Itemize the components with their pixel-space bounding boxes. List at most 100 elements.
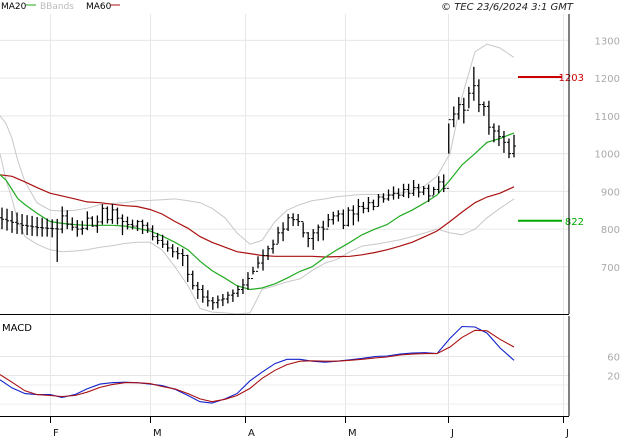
ohlc-bar [85, 211, 90, 231]
ohlc-bar [451, 106, 456, 128]
ohlc-bar [411, 180, 416, 196]
ohlc-bar [95, 215, 100, 233]
ohlc-bar [421, 186, 426, 196]
legend-ma60: MA60 [86, 2, 112, 12]
macd-y-tick: 60 [607, 352, 620, 363]
ohlc-bar [491, 123, 496, 143]
macd-series-line [0, 325, 515, 404]
macd-grid [0, 316, 569, 416]
ohlc-bar [456, 97, 461, 120]
price-y-tick: 1200 [595, 74, 620, 85]
ohlc-bar [486, 100, 491, 135]
ohlc-bar [506, 138, 511, 159]
ohlc-bar [235, 285, 240, 298]
price-y-tick: 800 [601, 225, 620, 236]
ohlc-bar [45, 218, 50, 237]
ohlc-bar [5, 208, 10, 231]
ohlc-bar [436, 176, 441, 194]
ohlc-bar [135, 220, 140, 231]
ohlc-bar [476, 79, 481, 113]
reference-lines: 1203 822 [518, 73, 584, 228]
price-y-tick: 900 [601, 187, 620, 198]
ohlc-bar [100, 204, 105, 225]
ohlc-bar [376, 194, 381, 207]
ohlc-bar [140, 219, 145, 234]
ohlc-bar [481, 101, 486, 116]
bb-upper-line [0, 43, 515, 245]
ohlc-bar [160, 234, 165, 248]
time-axis-label: M [153, 428, 162, 439]
time-axis-label: M [348, 428, 357, 439]
ohlc-bar [80, 220, 85, 235]
time-axis-label: J [565, 428, 569, 439]
ohlc-bar [70, 217, 75, 231]
ohlc-bar [210, 297, 215, 310]
ohlc-bar [155, 232, 160, 245]
reference-line-label: 822 [565, 217, 584, 228]
ohlc-bar [331, 211, 336, 225]
reference-line-label: 1203 [559, 73, 584, 84]
ohlc-bar [145, 222, 150, 233]
ohlc-bar [381, 193, 386, 203]
ohlc-bar [356, 198, 361, 222]
price-y-tick: 1300 [595, 36, 620, 47]
ohlc-bar [50, 219, 55, 238]
ohlc-bar [256, 256, 260, 272]
ohlc-bar [396, 188, 401, 199]
ohlc-bar [286, 214, 291, 231]
ohlc-bar [261, 249, 266, 271]
ohlc-bar [296, 214, 301, 227]
ohlc-bar [512, 134, 516, 158]
ohlc-bar [90, 216, 95, 227]
ohlc-bar [125, 216, 130, 230]
ohlc-bar [110, 203, 115, 224]
ohlc-bar [240, 278, 245, 294]
macd-series-line [0, 329, 515, 403]
ohlc-bar [441, 174, 446, 193]
time-axis-label: J [450, 428, 454, 439]
ohlc-bar [75, 220, 80, 237]
ohlc-bar [446, 119, 451, 189]
macd-lines [0, 325, 515, 404]
ohlc-bar [60, 206, 65, 234]
ohlc-bar [220, 294, 225, 307]
ohlc-bar [195, 281, 200, 299]
price-y-tick: 1100 [595, 112, 620, 123]
ohlc-bar [471, 66, 476, 101]
ohlc-bar [65, 210, 70, 230]
copyright-text: © TEC 23/6/2024 3:1 GMT [441, 2, 574, 13]
ohlc-bar [10, 210, 15, 233]
ohlc-bar [150, 225, 155, 241]
ohlc-bar [406, 183, 411, 199]
price-panel: 1300 1200 1100 1000 900 800 700 1203 822 [0, 14, 620, 315]
ohlc-bar [215, 295, 220, 309]
ohlc-bar [35, 217, 40, 237]
ohlc-bar [225, 291, 230, 304]
ohlc-bar [55, 218, 60, 262]
macd-y-tick: 20 [607, 372, 620, 383]
ohlc-bar [230, 289, 235, 302]
ohlc-bar [170, 244, 175, 258]
ohlc-bar [361, 201, 366, 214]
ohlc-bars [0, 66, 516, 310]
price-y-axis: 1300 1200 1100 1000 900 800 700 [595, 36, 620, 273]
time-axis-label: A [248, 428, 255, 439]
legend-bbands: BBands [40, 2, 74, 12]
ohlc-bar [301, 221, 306, 238]
price-panel-area [0, 14, 569, 314]
ohlc-bar [426, 184, 431, 202]
ohlc-bar [321, 220, 326, 241]
ohlc-bar [336, 210, 341, 222]
legend-ma20: MA20 [1, 2, 27, 12]
ohlc-bar [466, 86, 471, 111]
ohlc-bar [245, 272, 250, 290]
ohlc-bar [0, 207, 4, 230]
ohlc-bar [120, 214, 125, 236]
ma60-line [0, 174, 515, 258]
price-y-tick: 1000 [595, 150, 620, 161]
ohlc-bar [175, 247, 180, 260]
ohlc-bar [386, 189, 391, 201]
macd-y-axis: 60 20 [607, 352, 620, 382]
ohlc-bar [250, 266, 255, 280]
